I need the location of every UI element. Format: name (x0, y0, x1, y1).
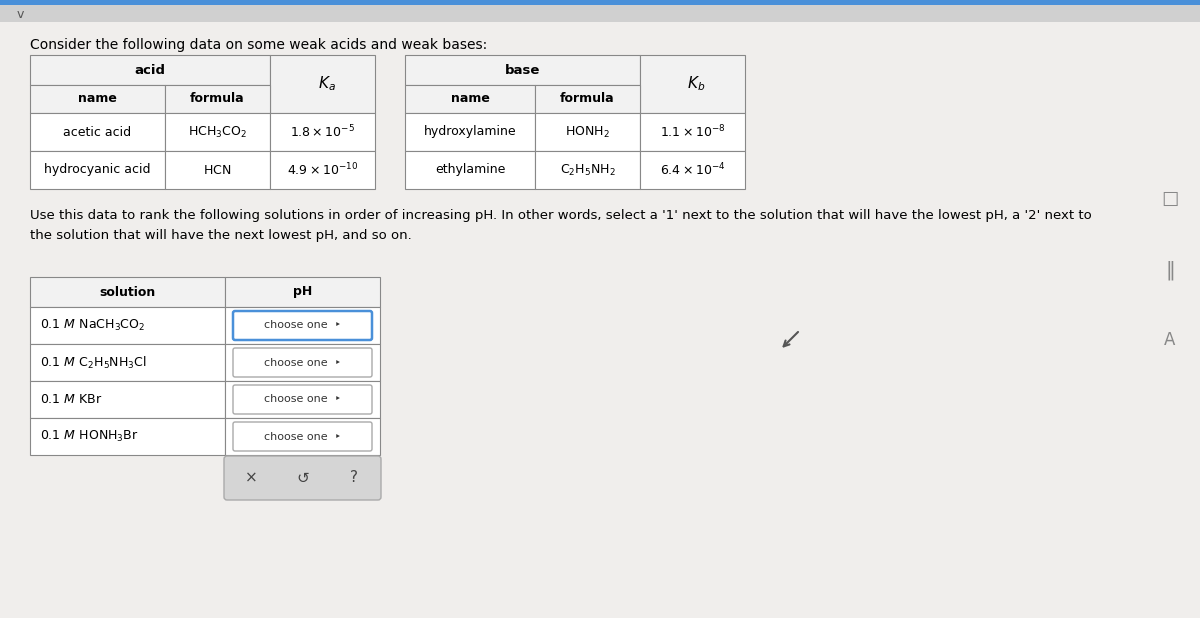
FancyBboxPatch shape (233, 311, 372, 340)
Text: v: v (17, 7, 24, 20)
Text: choose one  ‣: choose one ‣ (264, 357, 341, 368)
Bar (30, 85, 166, 113)
Bar (30, 55, 270, 85)
Bar (30, 277, 226, 307)
Text: $K_b$: $K_b$ (688, 75, 706, 93)
FancyBboxPatch shape (233, 385, 372, 414)
Bar (226, 418, 380, 455)
Text: $0.1\ \mathit{M}\ \mathrm{C_2H_5NH_3Cl}$: $0.1\ \mathit{M}\ \mathrm{C_2H_5NH_3Cl}$ (40, 355, 146, 371)
Text: formula: formula (190, 93, 245, 106)
Text: pH: pH (293, 286, 312, 298)
Bar (226, 381, 380, 418)
Bar (406, 85, 535, 113)
Text: ‖: ‖ (1165, 260, 1175, 280)
Text: name: name (450, 93, 490, 106)
Text: $0.1\ \mathit{M}\ \mathrm{NaCH_3CO_2}$: $0.1\ \mathit{M}\ \mathrm{NaCH_3CO_2}$ (40, 318, 145, 333)
Bar (640, 55, 745, 113)
Bar (406, 151, 535, 189)
Text: A: A (1164, 331, 1176, 349)
FancyBboxPatch shape (224, 456, 382, 500)
FancyBboxPatch shape (233, 348, 372, 377)
Bar (30, 381, 226, 418)
Bar (226, 344, 380, 381)
Text: acetic acid: acetic acid (64, 125, 132, 138)
Text: ↺: ↺ (296, 470, 308, 486)
Text: $0.1\ \mathit{M}\ \mathrm{KBr}$: $0.1\ \mathit{M}\ \mathrm{KBr}$ (40, 393, 103, 406)
Text: $0.1\ \mathit{M}\ \mathrm{HONH_3Br}$: $0.1\ \mathit{M}\ \mathrm{HONH_3Br}$ (40, 429, 138, 444)
Bar (0, 0, 1200, 22)
Text: hydroxylamine: hydroxylamine (424, 125, 516, 138)
Bar (640, 113, 745, 151)
Text: acid: acid (134, 64, 166, 77)
Bar (226, 307, 380, 344)
Text: ×: × (245, 470, 257, 486)
Bar (535, 151, 640, 189)
Text: ethylamine: ethylamine (434, 164, 505, 177)
Bar (30, 113, 166, 151)
Text: choose one  ‣: choose one ‣ (264, 394, 341, 405)
Text: base: base (505, 64, 540, 77)
Text: $K_a$: $K_a$ (318, 75, 336, 93)
Bar (535, 85, 640, 113)
Bar (270, 113, 374, 151)
Text: Consider the following data on some weak acids and weak bases:: Consider the following data on some weak… (30, 38, 487, 52)
Bar (406, 113, 535, 151)
Bar (166, 85, 270, 113)
Bar (166, 113, 270, 151)
Bar (226, 277, 380, 307)
Text: Use this data to rank the following solutions in order of increasing pH. In othe: Use this data to rank the following solu… (30, 209, 1092, 242)
Bar (30, 418, 226, 455)
Text: ☐: ☐ (1162, 190, 1178, 210)
Bar (30, 344, 226, 381)
Text: $\mathrm{HCN}$: $\mathrm{HCN}$ (203, 164, 232, 177)
Text: $\mathrm{HCH_3CO_2}$: $\mathrm{HCH_3CO_2}$ (188, 124, 247, 140)
Text: $4.9\times10^{-10}$: $4.9\times10^{-10}$ (287, 162, 358, 179)
Bar (270, 55, 374, 113)
Bar (535, 113, 640, 151)
Bar (270, 151, 374, 189)
Text: name: name (78, 93, 116, 106)
Bar (640, 151, 745, 189)
Text: $\mathrm{C_2H_5NH_2}$: $\mathrm{C_2H_5NH_2}$ (559, 163, 616, 177)
Bar (406, 55, 640, 85)
Bar (0, 0, 1200, 5)
Text: choose one  ‣: choose one ‣ (264, 321, 341, 331)
Text: $1.1\times10^{-8}$: $1.1\times10^{-8}$ (660, 124, 725, 140)
Text: ?: ? (350, 470, 358, 486)
Bar (30, 151, 166, 189)
Text: solution: solution (100, 286, 156, 298)
Text: formula: formula (560, 93, 614, 106)
Bar (166, 151, 270, 189)
Text: choose one  ‣: choose one ‣ (264, 431, 341, 441)
Text: hydrocyanic acid: hydrocyanic acid (44, 164, 151, 177)
Text: $\mathrm{HONH_2}$: $\mathrm{HONH_2}$ (565, 124, 610, 140)
FancyBboxPatch shape (233, 422, 372, 451)
Bar (30, 307, 226, 344)
Text: $1.8\times10^{-5}$: $1.8\times10^{-5}$ (290, 124, 355, 140)
Text: $6.4\times10^{-4}$: $6.4\times10^{-4}$ (660, 162, 725, 179)
